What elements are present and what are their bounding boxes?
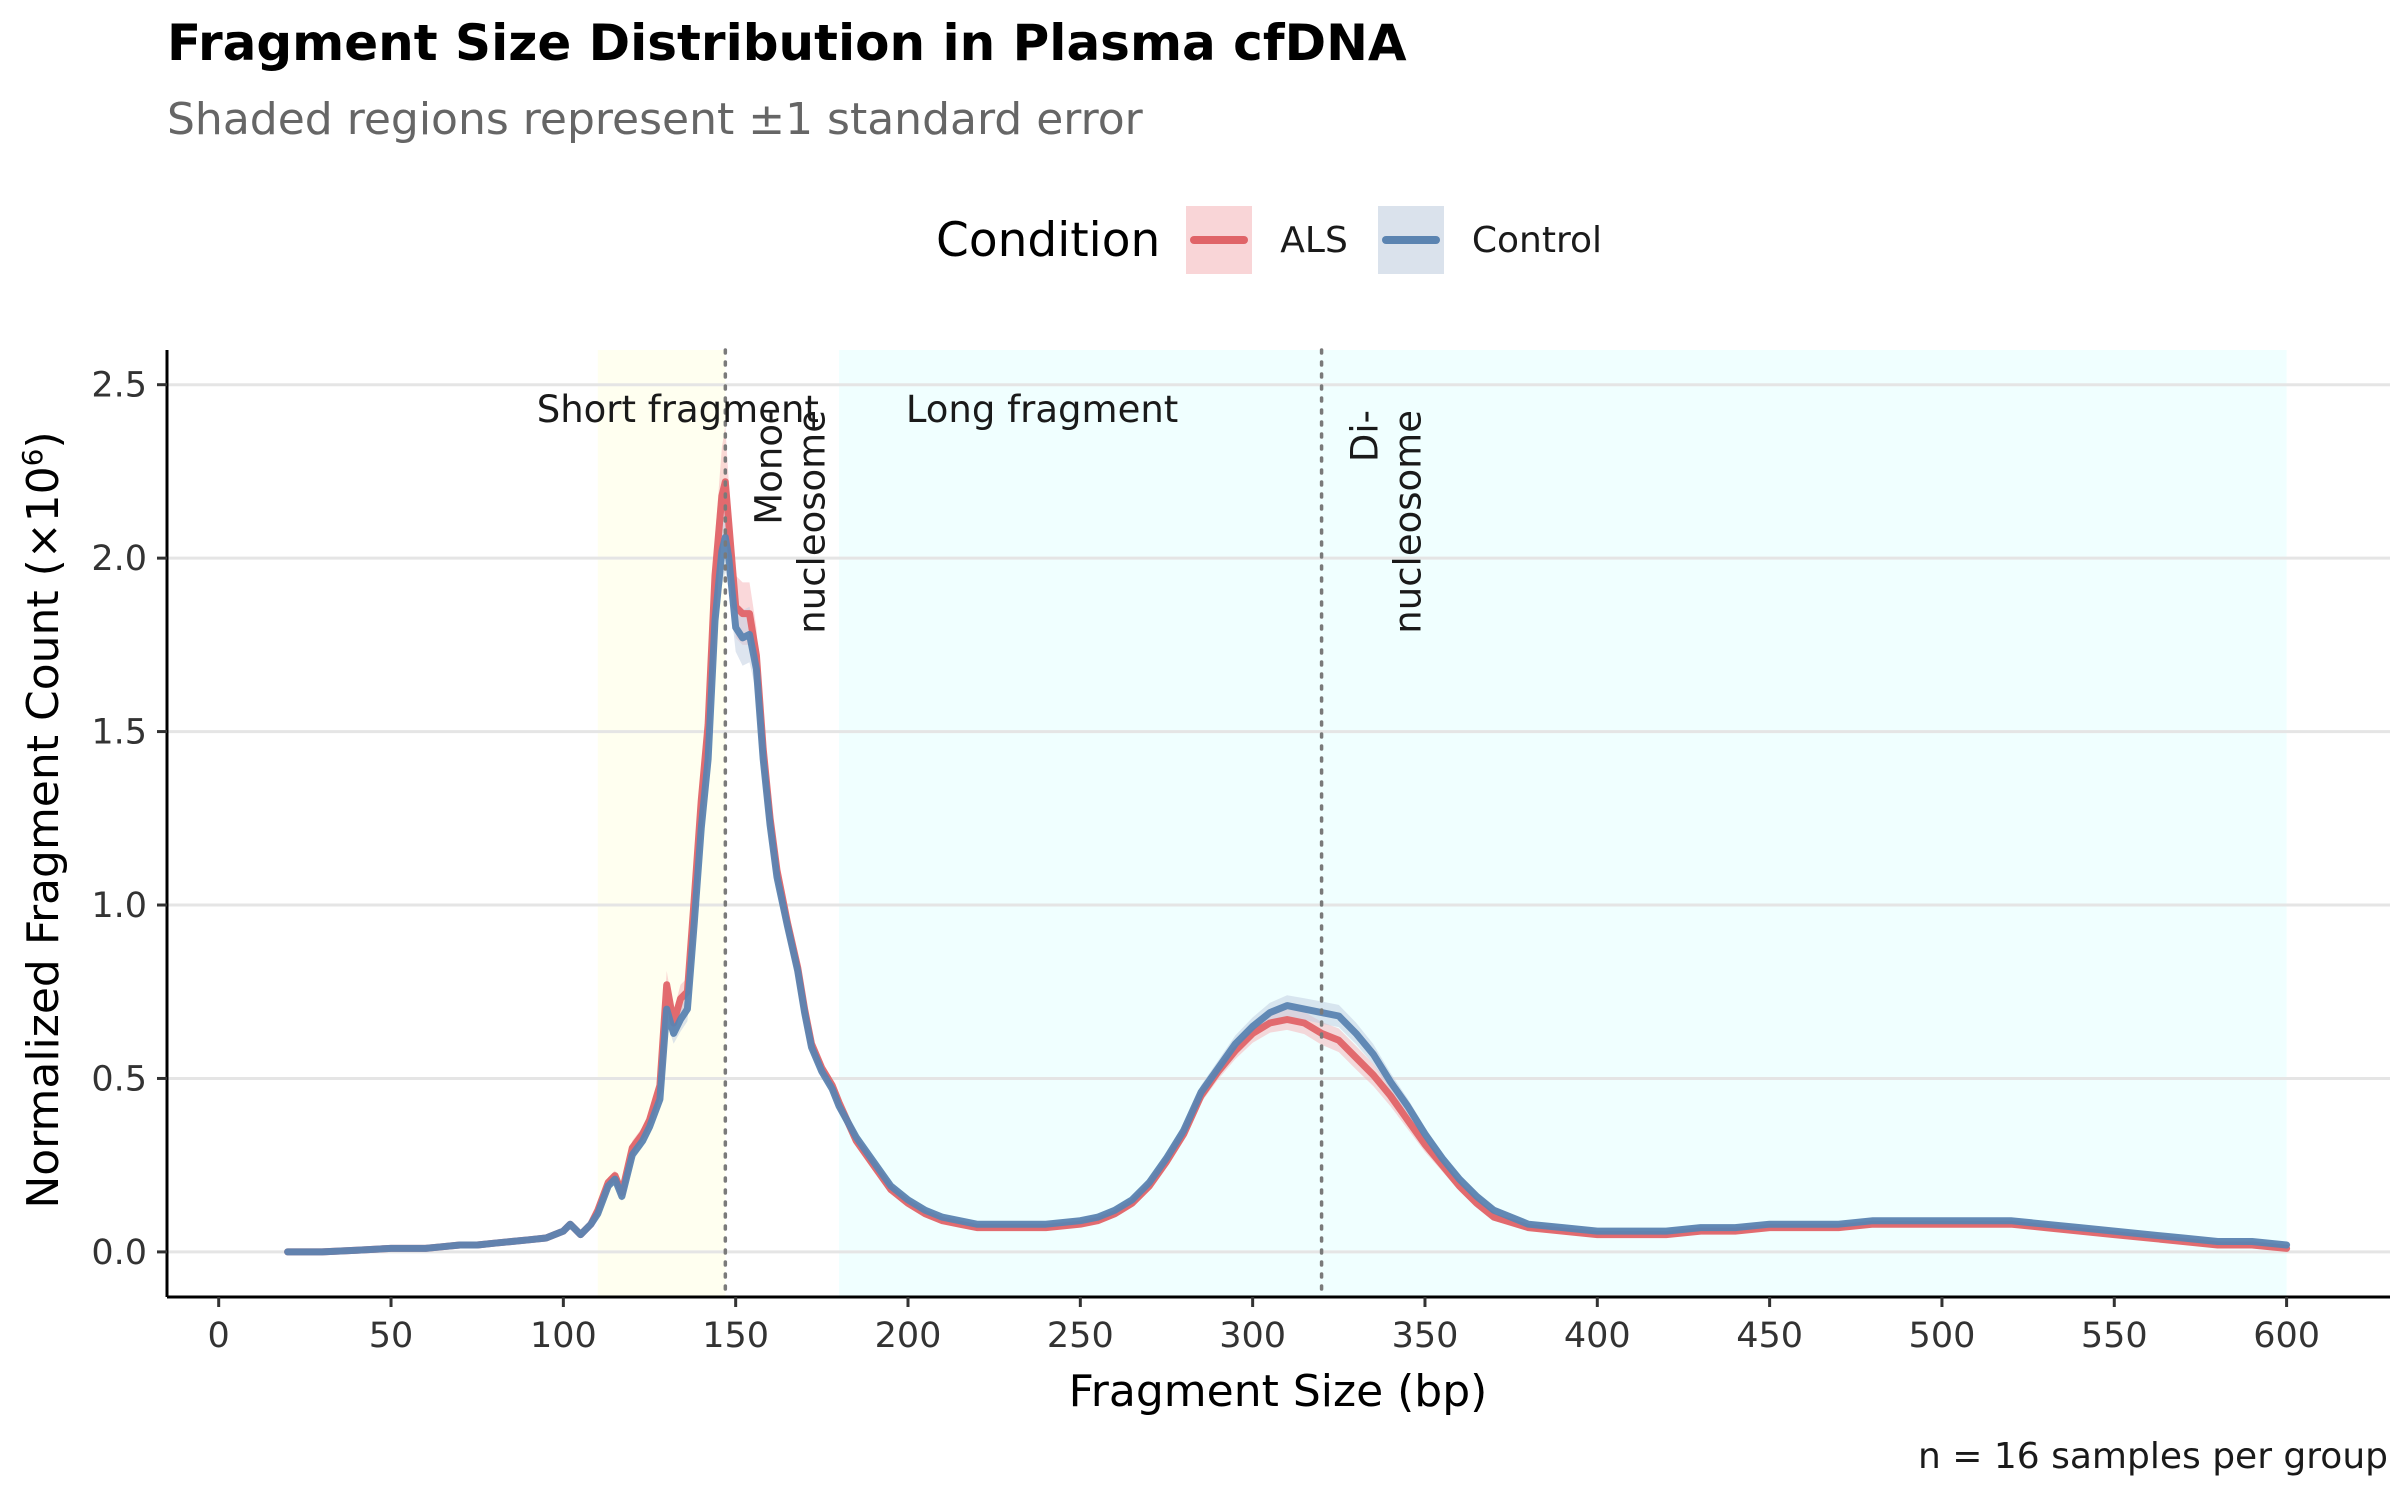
x-tick-label: 250 (1047, 1316, 1114, 1356)
chart-subtitle: Shaded regions represent ±1 standard err… (167, 94, 1143, 145)
y-tick-label: 1.0 (91, 886, 147, 926)
reference-lines (723, 348, 1324, 1299)
region-long (839, 350, 2287, 1297)
x-tick-label: 0 (208, 1316, 230, 1356)
y-tick-label: 0.0 (91, 1233, 147, 1273)
y-axis-title-close: ) (18, 431, 69, 448)
legend: Condition ALS Control (936, 200, 1632, 280)
y-axis-title-main: Normalized Fragment Count (×10 (18, 466, 69, 1208)
series-line-control (284, 533, 2291, 1256)
y-axis-title: Normalized Fragment Count (×106) (16, 431, 70, 1208)
x-tick-label: 100 (530, 1316, 597, 1356)
legend-item-control: Control (1377, 206, 1602, 274)
x-tick-label: 400 (1564, 1316, 1631, 1356)
ref-label-line2: nucleosome (1387, 410, 1430, 634)
x-axis-title: Fragment Size (bp) (1069, 1366, 1488, 1417)
x-tick-label: 300 (1219, 1316, 1286, 1356)
x-tick-label: 350 (1392, 1316, 1459, 1356)
x-tick-label: 550 (2081, 1316, 2148, 1356)
shaded-regions (597, 350, 2287, 1297)
x-tick-label: 500 (1909, 1316, 1976, 1356)
x-tick-label: 50 (369, 1316, 414, 1356)
axes: 0.0 0.5 1.0 1.5 2.0 2.5 0 50 100 150 200 250 300 350 4… (91, 350, 2390, 1356)
region-label-short: Short fragment (537, 388, 819, 431)
legend-label-control: Control (1471, 219, 1602, 261)
chart-caption: n = 16 samples per group (1917, 1436, 2388, 1477)
y-tick-label: 0.5 (91, 1059, 147, 1099)
legend-item-als: ALS (1186, 206, 1348, 274)
legend-key-control (1377, 206, 1444, 274)
y-tick-label: 2.5 (91, 366, 147, 406)
x-tick-label: 150 (702, 1316, 769, 1356)
x-tick-label: 600 (2253, 1316, 2320, 1356)
ref-label-line1: Di- (1344, 410, 1387, 462)
region-label-long: Long fragment (906, 388, 1178, 431)
annotations: Short fragment Long fragment Mono-nucleoso… (537, 388, 1430, 634)
x-tick-label: 450 (1736, 1316, 1803, 1356)
ref-label-line2: nucleosome (790, 410, 833, 634)
ref-label-line1: Mono- (747, 410, 790, 525)
series-lines (284, 478, 2291, 1256)
ref-label-mono: Mono-nucleosome (747, 410, 833, 634)
legend-title: Condition (936, 212, 1161, 268)
region-short (597, 350, 726, 1297)
gridlines (167, 383, 2390, 1254)
y-axis-title-sup: 6 (16, 449, 49, 467)
y-tick-label: 1.5 (91, 713, 147, 753)
chart-title: Fragment Size Distribution in Plasma cfD… (167, 14, 1407, 72)
x-tick-label: 200 (875, 1316, 942, 1356)
y-tick-label: 2.0 (91, 539, 147, 579)
legend-key-als (1186, 206, 1253, 274)
legend-label-als: ALS (1280, 219, 1348, 261)
ref-label-di: Di-nucleosome (1344, 410, 1430, 634)
